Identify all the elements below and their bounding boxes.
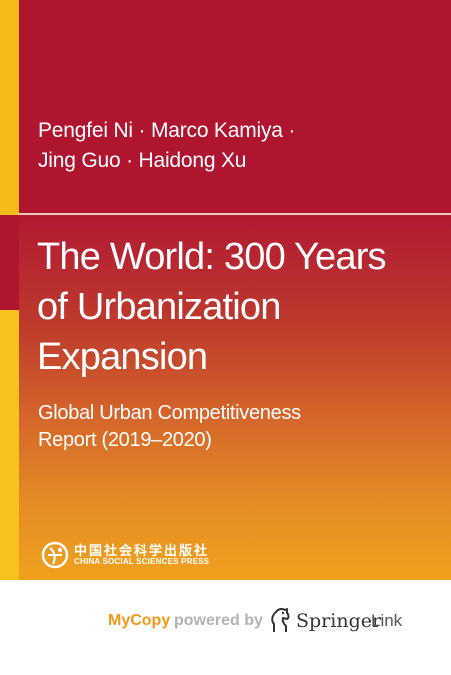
cover-accent-strip-top [0,0,19,213]
book-subtitle: Global Urban Competitiveness Report (201… [38,400,438,454]
footer-branding: MyCopy powered by Springer Link [0,580,451,675]
powered-by-label: powered by [174,612,263,629]
cover-gradient-area [19,215,451,580]
author-line-1: Pengfei Ni · Marco Kamiya · [38,119,296,142]
cover-red-tab [0,215,19,310]
subtitle-line-2: Report (2019–2020) [38,429,212,451]
link-label: Link [371,611,403,630]
mycopy-label: MyCopy [108,612,171,629]
publisher-block: 中国社会科学出版社 CHINA SOCIAL SCIENCES PRESS [40,540,300,570]
title-line-3: Expansion [37,336,208,378]
cover-divider [19,213,451,215]
book-cover: Pengfei Ni · Marco Kamiya · Jing Guo · H… [0,0,451,580]
author-list: Pengfei Ni · Marco Kamiya · Jing Guo · H… [38,116,438,176]
springer-label: Springer [296,610,382,632]
publisher-english-name: CHINA SOCIAL SCIENCES PRESS [74,557,210,566]
publisher-logo-icon [41,541,69,569]
author-line-2: Jing Guo · Haidong Xu [38,149,247,172]
book-title: The World: 300 Years of Urbanization Exp… [37,232,447,382]
title-line-2: of Urbanization [37,286,281,328]
title-line-1: The World: 300 Years [37,236,387,278]
publisher-chinese-name: 中国社会科学出版社 [74,544,210,559]
subtitle-line-1: Global Urban Competitiveness [38,402,301,424]
cover-top-band [0,0,451,213]
springer-horse-icon [271,607,290,632]
